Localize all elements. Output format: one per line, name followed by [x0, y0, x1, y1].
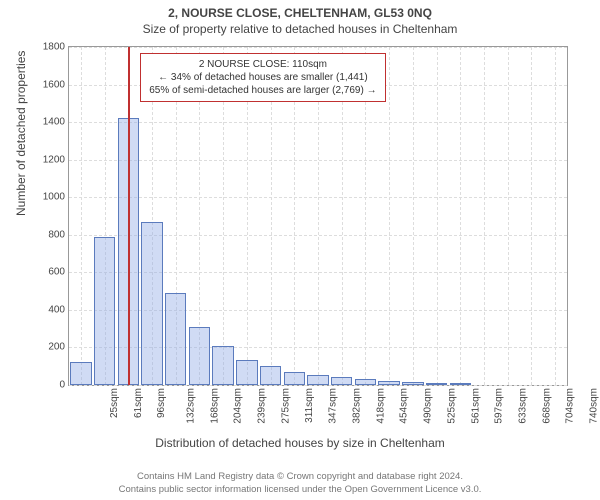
gridline-h: [69, 385, 567, 386]
x-tick-label: 239sqm: [257, 388, 268, 424]
histogram-bar: [260, 366, 281, 385]
x-tick-label: 25sqm: [109, 388, 120, 418]
x-tick-label: 668sqm: [541, 388, 552, 424]
x-tick-label: 740sqm: [589, 388, 600, 424]
x-tick-label: 168sqm: [209, 388, 220, 424]
x-tick-label: 61sqm: [133, 388, 144, 418]
histogram-bar: [165, 293, 186, 385]
gridline-v: [81, 47, 82, 385]
gridline-v: [460, 47, 461, 385]
histogram-bar: [212, 346, 233, 385]
x-tick-label: 704sqm: [565, 388, 576, 424]
y-axis-label: Number of detached properties: [14, 51, 28, 216]
y-tick-label: 400: [48, 304, 65, 315]
x-tick-label: 490sqm: [423, 388, 434, 424]
plot-area: 02004006008001000120014001600180025sqm61…: [68, 46, 568, 386]
x-axis-label: Distribution of detached houses by size …: [0, 436, 600, 450]
x-tick-label: 96sqm: [156, 388, 167, 418]
histogram-bar: [331, 377, 352, 385]
annotation-line: 2 NOURSE CLOSE: 110sqm: [149, 58, 376, 71]
x-tick-label: 561sqm: [470, 388, 481, 424]
gridline-v: [389, 47, 390, 385]
target-line: [128, 47, 130, 385]
histogram-bar: [307, 375, 328, 385]
y-tick-label: 1600: [43, 79, 65, 90]
x-tick-label: 597sqm: [494, 388, 505, 424]
page-title: 2, NOURSE CLOSE, CHELTENHAM, GL53 0NQ: [0, 0, 600, 20]
x-tick-label: 204sqm: [233, 388, 244, 424]
x-tick-label: 525sqm: [446, 388, 457, 424]
y-tick-label: 0: [59, 380, 65, 391]
plot-outer: 02004006008001000120014001600180025sqm61…: [68, 46, 568, 386]
gridline-v: [437, 47, 438, 385]
histogram-bar: [378, 381, 399, 385]
histogram-bar: [141, 222, 162, 385]
histogram-bar: [70, 362, 91, 385]
chart-container: 2, NOURSE CLOSE, CHELTENHAM, GL53 0NQ Si…: [0, 0, 600, 500]
gridline-v: [531, 47, 532, 385]
x-tick-label: 347sqm: [328, 388, 339, 424]
y-tick-label: 1400: [43, 117, 65, 128]
y-tick-label: 1200: [43, 154, 65, 165]
gridline-v: [413, 47, 414, 385]
gridline-v: [555, 47, 556, 385]
x-tick-label: 382sqm: [352, 388, 363, 424]
histogram-bar: [284, 372, 305, 385]
y-tick-label: 1000: [43, 192, 65, 203]
x-tick-label: 132sqm: [186, 388, 197, 424]
histogram-bar: [402, 382, 423, 385]
annotation-line: ← 34% of detached houses are smaller (1,…: [149, 71, 376, 84]
footer-line-2: Contains public sector information licen…: [0, 484, 600, 496]
gridline-v: [484, 47, 485, 385]
chart-title: Size of property relative to detached ho…: [0, 20, 600, 40]
histogram-bar: [355, 379, 376, 385]
histogram-bar: [189, 327, 210, 385]
x-tick-label: 311sqm: [303, 388, 314, 423]
histogram-bar: [236, 360, 257, 385]
histogram-bar: [450, 383, 471, 385]
y-tick-label: 600: [48, 267, 65, 278]
x-tick-label: 275sqm: [280, 388, 291, 424]
y-tick-label: 800: [48, 229, 65, 240]
x-tick-label: 418sqm: [375, 388, 386, 424]
gridline-v: [508, 47, 509, 385]
y-tick-label: 1800: [43, 42, 65, 53]
histogram-bar: [426, 383, 447, 385]
x-tick-label: 454sqm: [399, 388, 410, 424]
x-tick-label: 633sqm: [518, 388, 529, 424]
footer-line-1: Contains HM Land Registry data © Crown c…: [0, 471, 600, 483]
histogram-bar: [94, 237, 115, 385]
y-tick-label: 200: [48, 342, 65, 353]
annotation-line: 65% of semi-detached houses are larger (…: [149, 84, 376, 97]
footer-attribution: Contains HM Land Registry data © Crown c…: [0, 471, 600, 496]
annotation-box: 2 NOURSE CLOSE: 110sqm← 34% of detached …: [140, 53, 385, 102]
